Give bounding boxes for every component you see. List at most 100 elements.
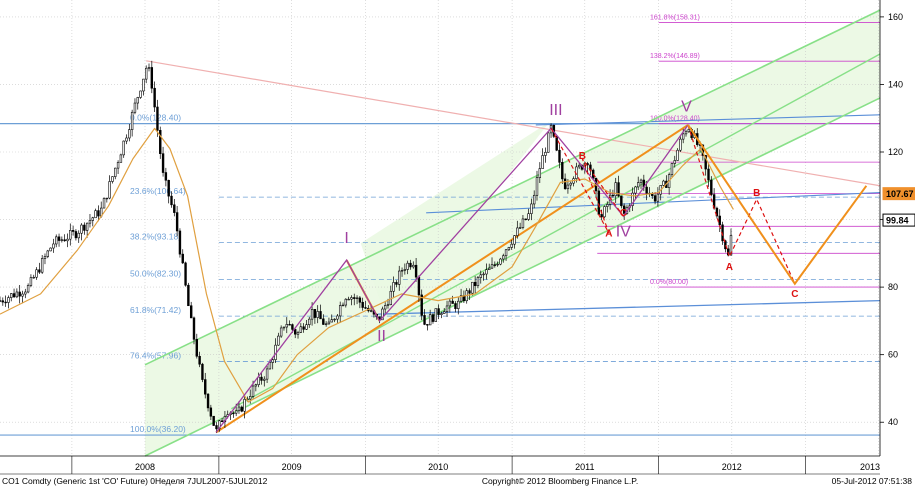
candle-body <box>617 182 620 197</box>
fibo-extension-label: 0.0%(80.00) <box>650 279 688 286</box>
candle-body <box>403 269 407 271</box>
candle-body <box>251 385 255 397</box>
candle-body <box>26 285 30 293</box>
candle-body <box>257 376 260 386</box>
candle-body <box>189 305 193 319</box>
candle-body <box>12 293 16 298</box>
candle-body <box>237 406 241 412</box>
wave-label-roman: I <box>344 230 348 247</box>
candle-body <box>130 111 134 130</box>
candle-body <box>147 67 151 69</box>
candle-body <box>443 311 446 314</box>
footer-left: CO1 Comdty (Generic 1st 'CO' Future) 0Не… <box>2 476 268 486</box>
candle-body <box>285 324 288 328</box>
candle-body <box>532 194 536 205</box>
candle-body <box>420 294 423 316</box>
wave-label-letter: C <box>791 289 798 300</box>
candle-body <box>502 255 505 260</box>
candle-body <box>46 250 49 257</box>
candle-body <box>0 300 2 302</box>
fibo-extension-label: 138.2%(146.89) <box>650 53 700 60</box>
candle-body <box>114 167 117 177</box>
candle-body <box>212 415 215 426</box>
candle-body <box>29 277 33 286</box>
wave-label-letter: B <box>753 188 760 199</box>
candle-body <box>507 247 511 251</box>
candle-body <box>406 262 409 270</box>
candle-body <box>294 329 297 335</box>
candle-body <box>125 137 128 142</box>
candle-body <box>479 274 482 278</box>
candle-body <box>496 263 499 266</box>
candle-body <box>476 277 480 287</box>
red-correction-path <box>550 128 624 234</box>
fibo-retracement-label: 38.2%(93.18) <box>130 232 181 242</box>
candle-body <box>597 190 601 215</box>
candle-body <box>161 153 165 173</box>
candle-body <box>620 195 623 207</box>
candle-body <box>291 324 294 330</box>
candle-body <box>234 410 238 414</box>
candle-body <box>254 384 258 387</box>
moving-average-line <box>0 127 734 403</box>
candle-body <box>451 300 454 304</box>
candle-body <box>341 304 345 307</box>
candle-body <box>577 164 581 168</box>
price-badge-label: 107.67 <box>886 189 914 199</box>
candle-body <box>535 177 539 196</box>
candle-body <box>66 238 69 242</box>
candle-body <box>651 193 654 196</box>
channel-fill <box>144 10 880 457</box>
candle-body <box>164 172 168 181</box>
x-tick-label: 2011 <box>575 462 594 472</box>
candle-body <box>43 256 47 259</box>
candle-body <box>15 291 19 298</box>
candle-body <box>122 140 125 156</box>
candle-body <box>209 407 213 417</box>
candle-body <box>201 363 204 380</box>
candle-body <box>684 131 688 135</box>
red-projection-path <box>687 124 796 284</box>
candle-body <box>555 136 558 151</box>
x-tick-label: 2010 <box>428 462 448 472</box>
support-trendline <box>377 299 881 315</box>
candle-body <box>88 220 92 224</box>
candle-body <box>324 323 328 325</box>
candle-body <box>710 179 713 195</box>
candle-body <box>232 412 235 415</box>
fibo-retracement-label: 61.8%(71.42) <box>130 305 181 315</box>
candle-body <box>431 314 435 322</box>
candle-body <box>97 210 100 217</box>
y-tick-label: 140 <box>888 79 903 89</box>
candle-body <box>305 324 308 330</box>
candle-body <box>150 67 154 89</box>
y-tick-label: 120 <box>888 147 903 157</box>
candle-body <box>499 258 502 265</box>
candle-body <box>488 267 491 270</box>
candle-body <box>119 154 123 163</box>
candle-body <box>364 307 367 309</box>
candle-body <box>409 262 412 268</box>
candle-body <box>347 298 350 301</box>
candle-body <box>603 206 606 218</box>
elliott-wave-path <box>215 124 689 433</box>
candle-body <box>369 310 373 312</box>
fibo-retracement-label: 76.4%(57.96) <box>130 351 181 361</box>
candle-body <box>153 87 156 108</box>
candle-body <box>383 305 387 310</box>
wave-label-letter: C <box>620 208 627 219</box>
wave-label-roman: III <box>549 102 562 119</box>
candle-body <box>142 78 145 92</box>
candle-body <box>639 179 643 183</box>
candle-body <box>330 319 333 323</box>
candle-body <box>316 311 319 318</box>
mid-trendline <box>426 191 881 214</box>
y-tick-label: 40 <box>888 417 898 427</box>
candle-body <box>139 90 142 98</box>
candle-body <box>676 149 679 161</box>
candle-body <box>35 269 38 278</box>
candle-body <box>637 182 640 188</box>
grid-layer <box>0 0 880 456</box>
candle-body <box>398 270 401 285</box>
